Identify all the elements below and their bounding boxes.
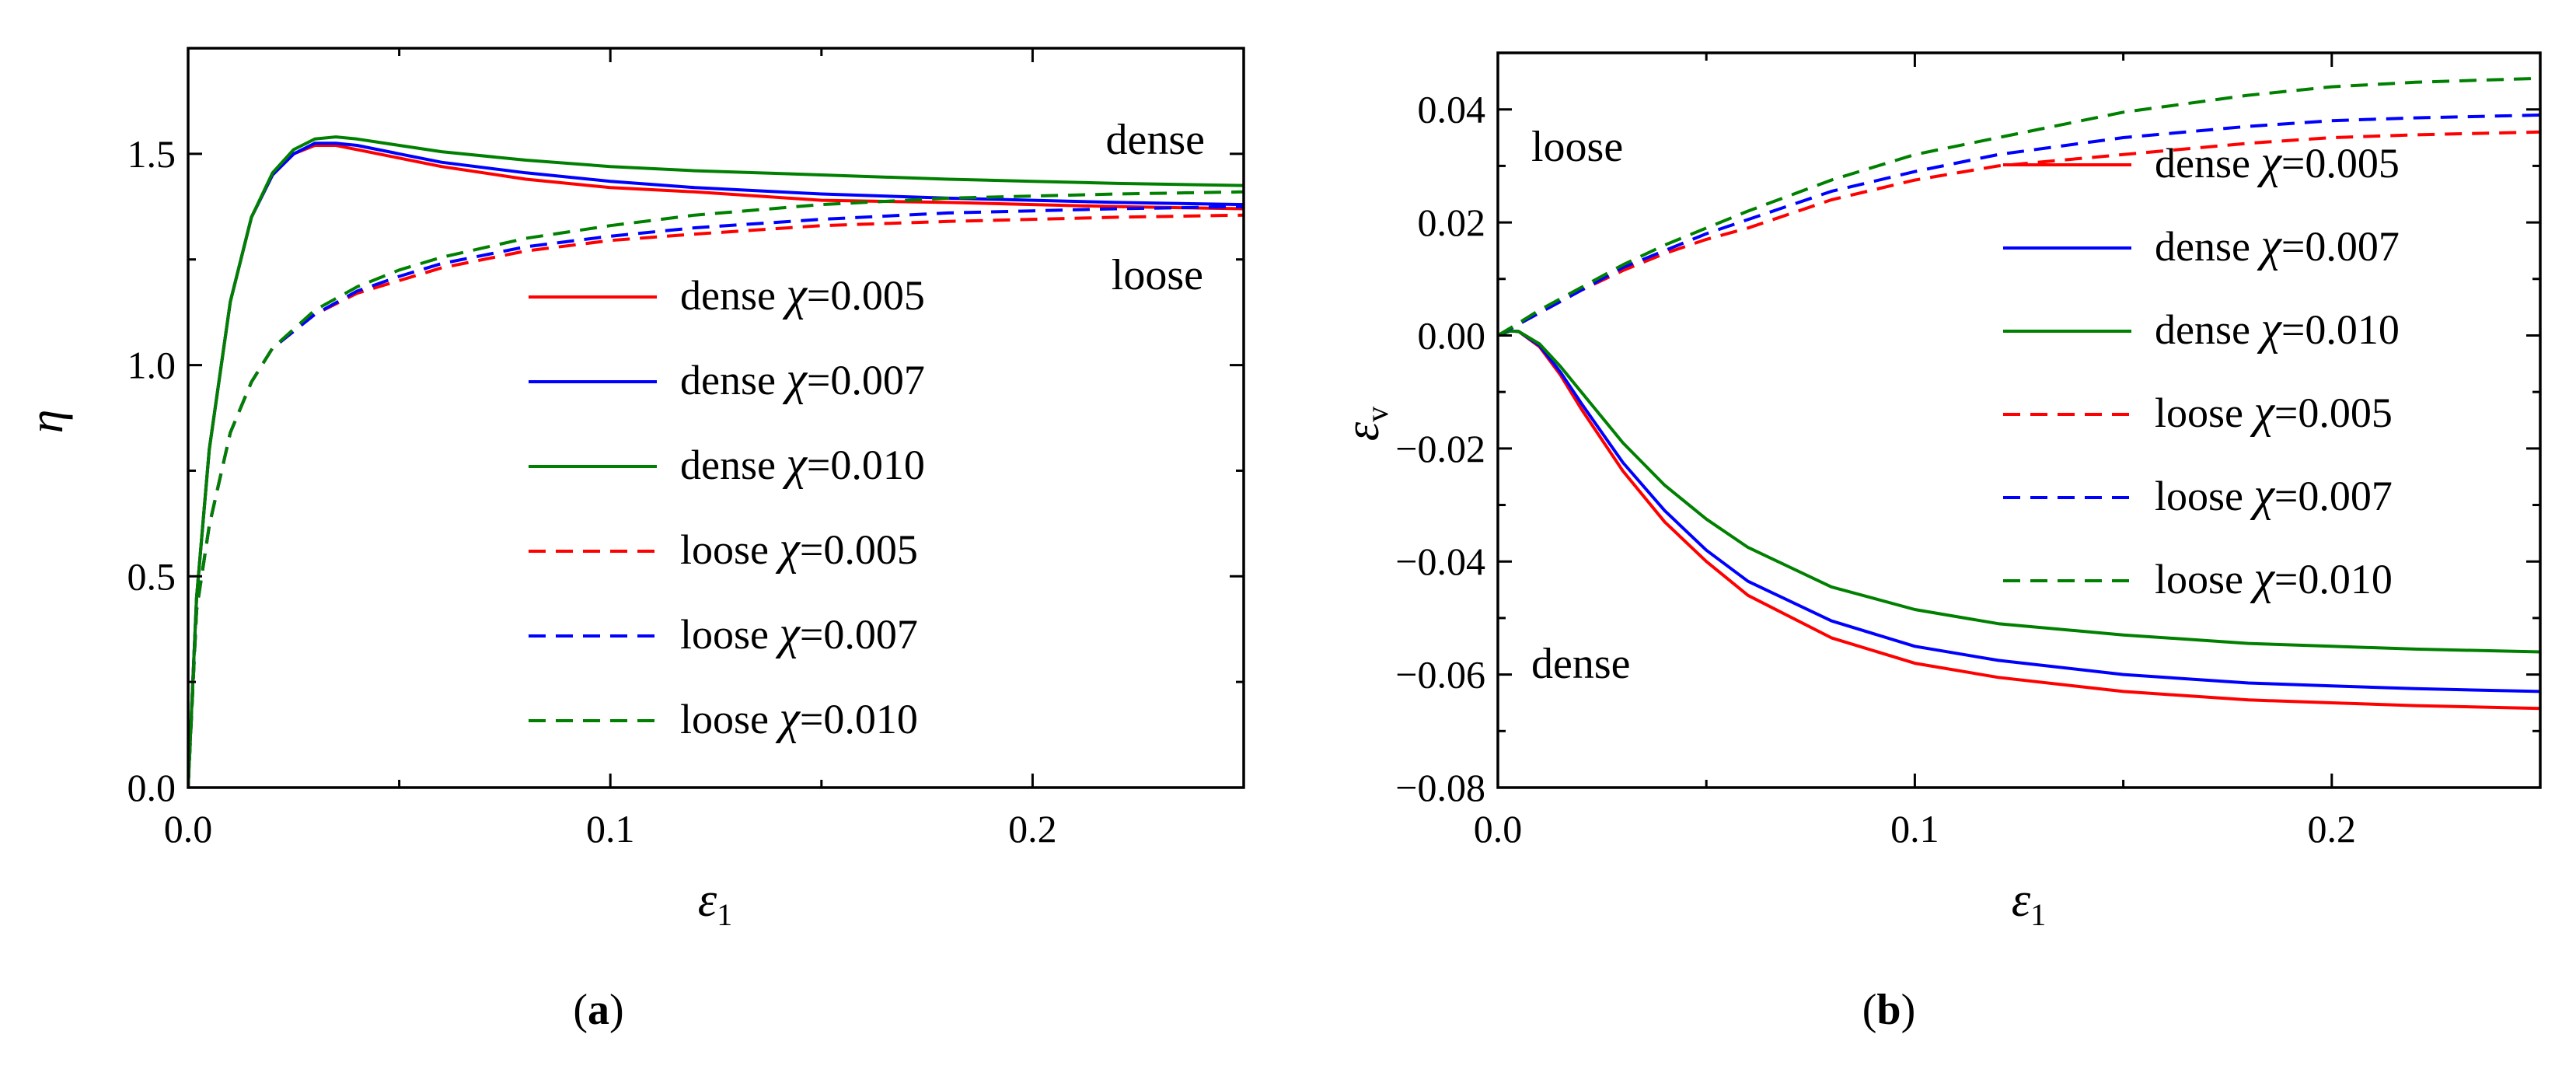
legend-chi-symbol: χ	[2250, 469, 2276, 520]
legend-prefix: dense	[2155, 223, 2260, 270]
y-tick-label-0: 0.0	[127, 766, 176, 809]
legend-prefix: dense	[2155, 306, 2260, 353]
legend-entry-0: dense χ=0.005	[680, 268, 925, 320]
x-tick-label-0_2: 0.2	[2308, 807, 2357, 851]
y-axis-label-subscript: v	[1360, 407, 1394, 422]
y-tick-label-m0_06: −0.06	[1395, 653, 1485, 697]
legend-entry-3: loose χ=0.005	[680, 522, 918, 574]
x-axis-label: ε1	[2012, 874, 2046, 932]
y-tick-label-0_02: 0.02	[1418, 201, 1486, 244]
x-axis-label: ε1	[698, 874, 732, 932]
series-line-dense-0_005	[1498, 329, 2540, 711]
legend-chi-symbol: χ	[2257, 302, 2282, 354]
legend-chi-symbol: χ	[2257, 136, 2282, 187]
panel-label: (a)	[573, 986, 623, 1034]
y-tick-label-m0_02: −0.02	[1395, 427, 1485, 470]
series-line-loose-0_010	[188, 190, 1244, 788]
legend-chi-value: =0.007	[2274, 473, 2393, 519]
series-line-dense-0_010	[188, 135, 1244, 788]
legend-chi-value: =0.005	[2274, 390, 2393, 436]
annotation-loose: loose	[1112, 251, 1203, 299]
legend-chi-value: =0.010	[807, 442, 925, 488]
x-axis-label-subscript: 1	[717, 897, 732, 932]
series-line-loose-0_007	[1498, 114, 2540, 337]
legend-entry-4: loose χ=0.007	[680, 607, 918, 659]
y-tick-label-m0_04: −0.04	[1395, 540, 1485, 583]
legend-prefix: dense	[680, 442, 786, 488]
series-group	[1498, 76, 2540, 711]
series-line-dense-0_010	[1498, 329, 2540, 654]
panel-label: (b)	[1862, 986, 1915, 1034]
legend-chi-value: =0.007	[800, 611, 918, 658]
y-tick-label-1_5: 1.5	[127, 132, 176, 176]
chart-panel-b: 0.0 0.1 0.2 −0.08 −0.06 −0.04 −0.02 0.00 0.02 0.0…	[1336, 51, 2542, 1034]
x-tick-label-0: 0.0	[164, 807, 213, 851]
annotation-dense: dense	[1105, 116, 1205, 164]
plot-frame	[1496, 51, 2542, 789]
y-tick-label-0_5: 0.5	[127, 554, 176, 598]
legend-entry-0: dense χ=0.005	[2155, 136, 2400, 187]
y-axis-label-symbol: η	[20, 410, 73, 434]
legend-chi-symbol: χ	[2250, 552, 2276, 603]
x-axis-label-subscript: 1	[2030, 897, 2046, 932]
legend-chi-value: =0.007	[807, 357, 925, 403]
y-axis-label: εv	[1336, 407, 1394, 441]
legend-chi-value: =0.005	[800, 526, 918, 573]
legend-entry-2: dense χ=0.010	[680, 438, 925, 489]
legend-entry-1: dense χ=0.007	[2155, 219, 2400, 271]
y-tick-label-1: 1.0	[127, 344, 176, 387]
legend-prefix: loose	[2155, 556, 2254, 603]
series-line-loose-0_010	[1498, 76, 2540, 337]
legend-chi-symbol: χ	[782, 268, 808, 320]
panel-label-letter: a	[588, 986, 609, 1034]
legend-chi-value: =0.010	[2281, 306, 2400, 353]
legend-chi-symbol: χ	[776, 522, 801, 574]
y-axis-label-symbol: ε	[1336, 421, 1389, 441]
legend-entry-5: loose χ=0.010	[2155, 552, 2393, 603]
legend-prefix: dense	[680, 272, 786, 319]
legend-prefix: dense	[680, 357, 786, 403]
legend-prefix: loose	[680, 526, 780, 573]
legend-chi-symbol: χ	[776, 607, 801, 659]
y-tick-label-0_04: 0.04	[1418, 88, 1486, 131]
annotation-dense: dense	[1531, 640, 1631, 688]
legend-entry-5: loose χ=0.010	[680, 692, 918, 743]
legend-chi-symbol: χ	[776, 692, 801, 743]
legend-chi-symbol: χ	[782, 438, 808, 489]
legend-prefix: loose	[680, 611, 780, 658]
legend-prefix: loose	[680, 696, 780, 742]
x-tick-label-0_2: 0.2	[1008, 807, 1057, 851]
annotation-loose: loose	[1531, 123, 1623, 171]
legend-prefix: dense	[2155, 140, 2260, 187]
legend-entry-2: dense χ=0.010	[2155, 302, 2400, 354]
x-tick-label-0: 0.0	[1474, 807, 1523, 851]
legend-entry-4: loose χ=0.007	[2155, 469, 2393, 520]
plot-frame	[187, 47, 1245, 789]
legend-chi-value: =0.007	[2281, 223, 2400, 270]
legend-chi-symbol: χ	[2250, 386, 2276, 437]
legend-entry-1: dense χ=0.007	[680, 353, 925, 404]
legend-chi-symbol: χ	[782, 353, 808, 404]
legend-chi-value: =0.010	[800, 696, 918, 742]
legend-chi-value: =0.010	[2274, 556, 2393, 603]
x-tick-label-0_1: 0.1	[586, 807, 635, 851]
chart-panel-a: 0.0 0.1 0.2 0.0 0.5 1.0 1.5 ε1 η dense loose dense …	[20, 47, 1245, 1034]
x-tick-label-0_1: 0.1	[1890, 807, 1939, 851]
legend-prefix: loose	[2155, 390, 2254, 436]
legend-chi-value: =0.005	[807, 272, 925, 319]
x-axis-label-symbol: ε	[2012, 874, 2031, 927]
series-group	[188, 135, 1244, 788]
y-tick-label-0: 0.00	[1418, 313, 1486, 357]
legend-chi-value: =0.005	[2281, 140, 2400, 187]
y-axis-label: η	[20, 410, 73, 434]
legend-entry-3: loose χ=0.005	[2155, 386, 2393, 437]
legend-chi-symbol: χ	[2257, 219, 2282, 271]
panel-label-letter: b	[1876, 986, 1901, 1034]
legend-prefix: loose	[2155, 473, 2254, 519]
x-axis-label-symbol: ε	[698, 874, 717, 927]
y-tick-label-m0_08: −0.08	[1395, 766, 1485, 809]
